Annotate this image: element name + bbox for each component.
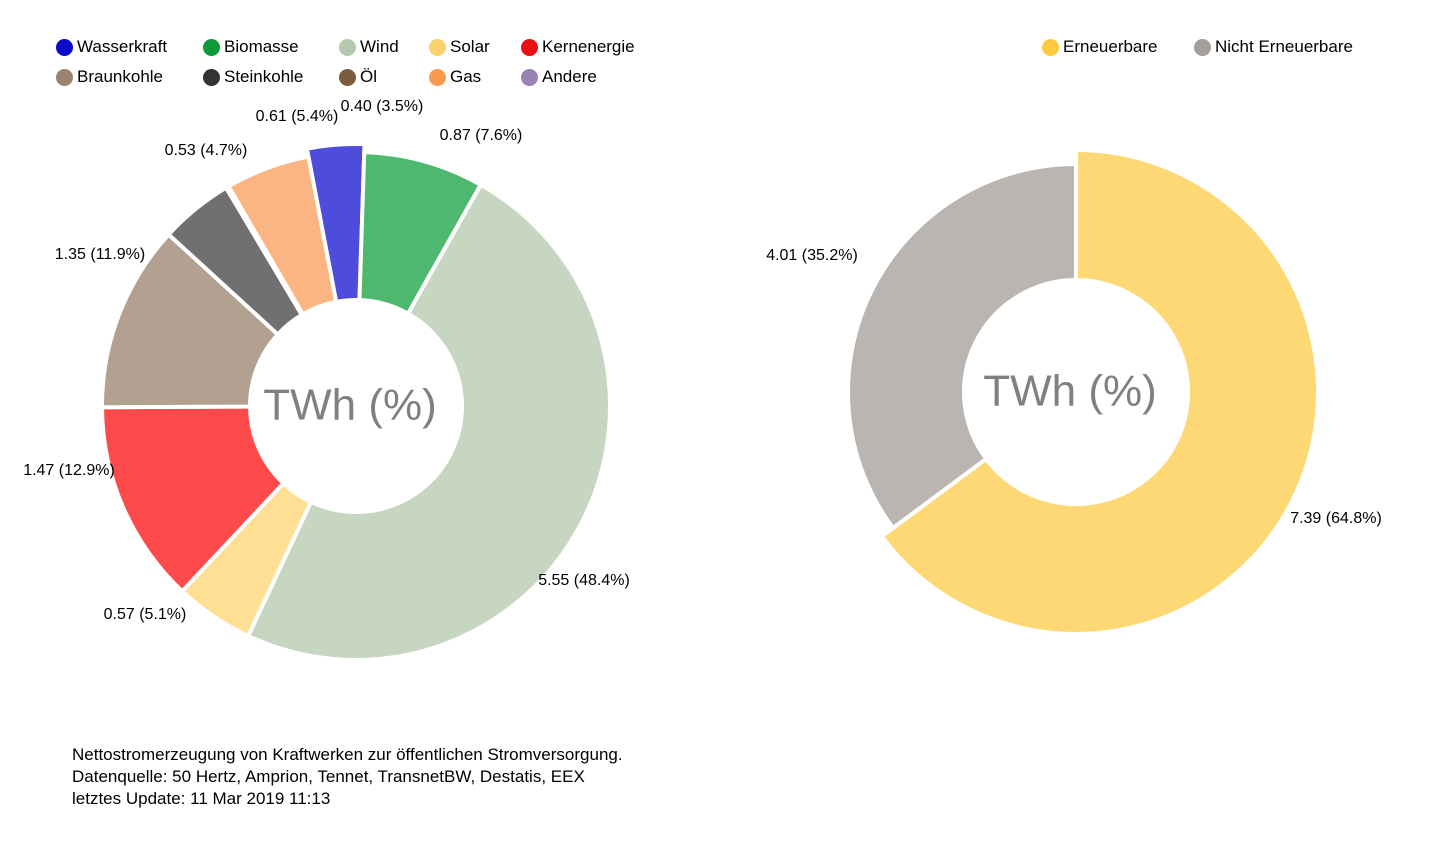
legend-label: Wasserkraft — [77, 37, 168, 56]
slice-label-erneuerbare: 7.39 (64.8%) — [1290, 510, 1382, 527]
slice-label-braunkohle: 1.35 (11.9%) — [55, 246, 145, 263]
slice-erneuerbare[interactable] — [879, 148, 1320, 636]
legend-dot — [521, 68, 538, 86]
slice-label-steinkohle: 0.53 (4.7%) — [165, 142, 248, 159]
slice-label-biomasse: 0.87 (7.6%) — [440, 127, 523, 144]
legend-dot — [56, 68, 73, 86]
slice-braunkohle[interactable] — [100, 232, 280, 410]
legend-item-biomasse[interactable]: Biomasse — [203, 37, 299, 57]
footer-update: letztes Update: 11 Mar 2019 11:13 — [72, 789, 331, 808]
legend-dot — [521, 38, 538, 56]
slice-label-gas: 0.61 (5.4%) — [256, 108, 339, 125]
legend-item-kernenergie[interactable]: Kernenergie — [521, 37, 635, 57]
legend-label: Kernenergie — [542, 37, 635, 56]
donut-chart-renewable-share: 7.39 (64.8%) 4.01 (35.2%) TWh (%) — [766, 148, 1382, 636]
legend-label: Solar — [450, 37, 490, 56]
slice-gas[interactable] — [226, 154, 339, 317]
legend-item-oel[interactable]: Öl — [339, 67, 377, 87]
legend-dot — [203, 38, 220, 56]
footer-description: Nettostromerzeugung von Kraftwerken zur … — [72, 745, 623, 764]
legend-item-wasserkraft[interactable]: Wasserkraft — [56, 37, 167, 57]
legend-dot — [1194, 38, 1211, 56]
legend-dot — [203, 68, 220, 86]
legend-label: Wind — [360, 37, 399, 56]
slice-label-solar: 0.57 (5.1%) — [104, 606, 187, 623]
legend-item-wind[interactable]: Wind — [339, 37, 399, 57]
chart-footer: Nettostromerzeugung von Kraftwerken zur … — [72, 744, 623, 810]
legend-dot — [339, 68, 356, 86]
donut-center-label: TWh (%) — [983, 367, 1157, 416]
legend-label: Braunkohle — [77, 67, 164, 86]
legend-label: Gas — [450, 67, 482, 86]
legend-item-solar[interactable]: Solar — [429, 37, 490, 57]
legend-dot — [56, 38, 73, 56]
slice-label-wind: 5.55 (48.4%) — [538, 572, 630, 589]
legend-item-gas[interactable]: Gas — [429, 67, 481, 87]
slice-nicht-erneuerbare[interactable] — [846, 162, 1078, 531]
slice-kernenergie[interactable] — [100, 404, 286, 594]
legend-label: Andere — [542, 67, 597, 86]
donut-center-label: TWh (%) — [263, 381, 437, 430]
legend-item-steinkohle[interactable]: Steinkohle — [203, 67, 303, 87]
legend-item-andere[interactable]: Andere — [521, 67, 597, 87]
legend-item-braunkohle[interactable]: Braunkohle — [56, 67, 163, 87]
slice-wind[interactable] — [246, 182, 612, 662]
legend-label: Öl — [360, 67, 377, 86]
slice-label-wasserkraft: 0.40 (3.5%) — [341, 98, 424, 115]
slice-label-kernenergie: 1.47 (12.9%) — [23, 462, 115, 479]
footer-source: Datenquelle: 50 Hertz, Amprion, Tennet, … — [72, 767, 585, 786]
donut-chart-energy-sources: 0.40 (3.5%) 0.87 (7.6%) 5.55 (48.4%) 0.57 (… — [23, 98, 630, 662]
legend-label: Nicht Erneuerbare — [1215, 37, 1353, 56]
legend-item-nicht-erneuerbare[interactable]: Nicht Erneuerbare — [1194, 37, 1353, 57]
legend-dot — [339, 38, 356, 56]
legend-dot — [1042, 38, 1059, 56]
legend-item-erneuerbare[interactable]: Erneuerbare — [1042, 37, 1158, 57]
legend-dot — [429, 38, 446, 56]
legend-label: Erneuerbare — [1063, 37, 1158, 56]
legend-dot — [429, 68, 446, 86]
slice-label-nicht-erneuerbare: 4.01 (35.2%) — [766, 247, 858, 264]
legend-label: Steinkohle — [224, 67, 304, 86]
legend-label: Biomasse — [224, 37, 299, 56]
